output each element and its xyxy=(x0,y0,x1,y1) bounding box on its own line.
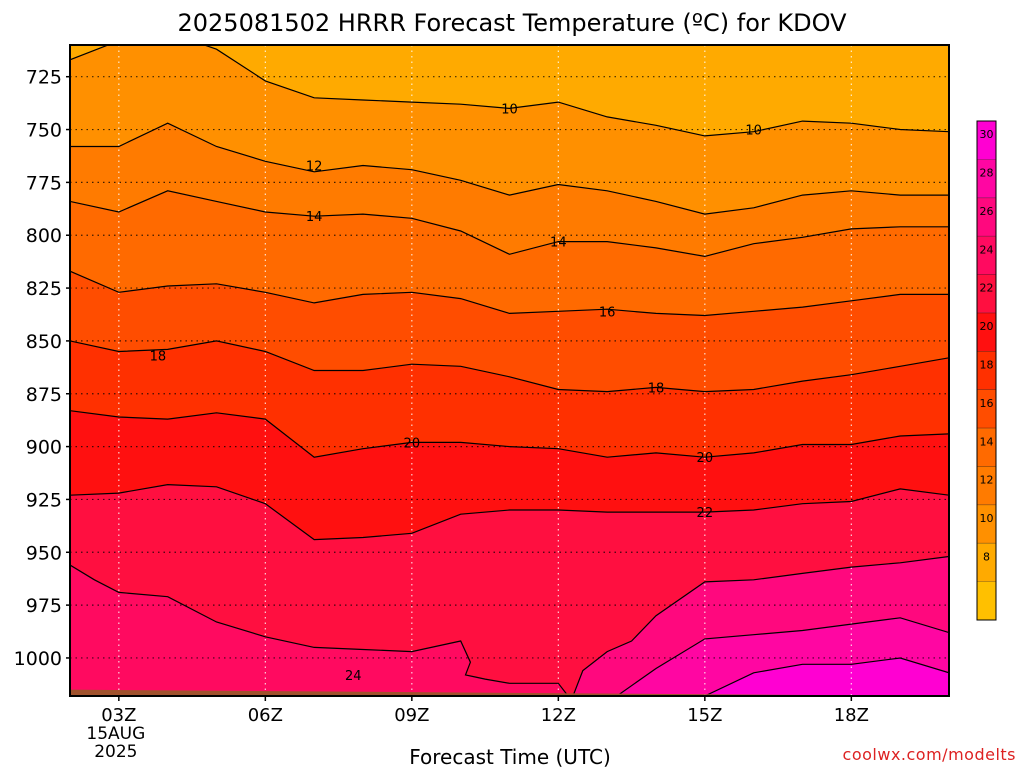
credit-text[interactable]: coolwx.com/modelts xyxy=(843,745,1016,764)
band-30-fill xyxy=(704,658,949,696)
colorbar-label-26: 26 xyxy=(980,205,994,218)
x-tick-label-12Z: 12Z xyxy=(541,705,576,726)
chart-title: 2025081502 HRRR Forecast Temperature (ºC… xyxy=(177,9,847,37)
colorbar-swatch-28 xyxy=(977,159,996,198)
colorbar-swatch-22 xyxy=(977,274,996,313)
ground-surface xyxy=(70,689,949,696)
contour-30 xyxy=(704,657,949,696)
y-tick-label-875: 875 xyxy=(26,384,62,406)
contour-16 xyxy=(70,270,949,317)
colorbar-label-18: 18 xyxy=(980,359,994,372)
contour-10 xyxy=(70,45,949,137)
y-tick-label-800: 800 xyxy=(26,225,62,247)
contour-label-12: 12 xyxy=(306,159,323,174)
contour-label-20: 20 xyxy=(404,436,421,451)
x-tick-label-18Z: 18Z xyxy=(834,705,869,726)
colorbar-label-8: 8 xyxy=(983,550,990,563)
contour-label-14: 14 xyxy=(306,210,323,225)
colorbar: 8 10 12 14 16 18 20 22 24 26 28 30 xyxy=(976,120,997,621)
contour-label-20: 20 xyxy=(697,451,714,466)
colorbar-swatch-16 xyxy=(977,389,996,429)
colorbar-label-28: 28 xyxy=(980,167,994,180)
y-tick-label-925: 925 xyxy=(26,489,62,511)
contour-label-22: 22 xyxy=(697,506,714,521)
plot-frame xyxy=(69,44,950,697)
colorbar-swatch-24 xyxy=(977,236,996,275)
contour-label-18: 18 xyxy=(150,350,167,365)
x-tick-sublabel-1: 2025 xyxy=(94,742,137,762)
colorbar-label-14: 14 xyxy=(980,435,994,448)
colorbar-swatch-20 xyxy=(977,312,996,352)
contour-label-18: 18 xyxy=(648,381,665,396)
contour-label-24: 24 xyxy=(345,669,362,684)
colorbar-swatch-18 xyxy=(977,351,996,390)
x-axis-label: Forecast Time (UTC) xyxy=(409,745,611,768)
colorbar-swatch-30 xyxy=(977,121,996,160)
colorbar-swatch-8 xyxy=(977,543,996,582)
colorbar-label-20: 20 xyxy=(980,320,994,333)
x-tick-label-06Z: 06Z xyxy=(248,705,283,726)
contour-label-10: 10 xyxy=(745,124,762,139)
x-tick-label-15Z: 15Z xyxy=(687,705,722,726)
y-tick-label-950: 950 xyxy=(26,542,62,564)
colorbar-label-16: 16 xyxy=(980,397,994,410)
colorbar-swatch-12 xyxy=(977,466,996,505)
contour-20 xyxy=(70,410,949,458)
contour-label-10: 10 xyxy=(501,102,518,117)
colorbar-swatch-6 xyxy=(977,581,996,620)
colorbar-frame xyxy=(976,120,997,621)
y-tick-label-775: 775 xyxy=(26,172,62,194)
band-24-fill xyxy=(70,565,569,696)
x-tick-label-03Z: 03Z xyxy=(101,705,136,726)
contour-14 xyxy=(70,190,949,258)
y-tick-label-1000: 1000 xyxy=(14,648,62,670)
colorbar-label-30: 30 xyxy=(980,128,994,141)
colorbar-swatch-10 xyxy=(977,504,996,544)
contour-24 xyxy=(70,564,569,696)
y-tick-label-900: 900 xyxy=(26,437,62,459)
contour-22 xyxy=(70,483,949,541)
y-tick-label-825: 825 xyxy=(26,278,62,300)
contour-28 xyxy=(616,617,949,696)
contour-label-14: 14 xyxy=(550,236,567,251)
y-tick-label-750: 750 xyxy=(26,120,62,142)
contour-18 xyxy=(70,340,949,393)
colorbar-label-22: 22 xyxy=(980,282,994,295)
x-tick-label-09Z: 09Z xyxy=(394,705,429,726)
colorbar-swatch-14 xyxy=(977,428,996,467)
colorbar-label-24: 24 xyxy=(980,243,994,256)
contour-label-16: 16 xyxy=(599,305,616,320)
y-tick-label-725: 725 xyxy=(26,67,62,89)
colorbar-swatch-26 xyxy=(977,197,996,237)
contour-12 xyxy=(70,122,949,215)
y-tick-label-975: 975 xyxy=(26,595,62,617)
x-tick-sublabel-0: 15AUG xyxy=(86,724,145,744)
colorbar-label-12: 12 xyxy=(980,474,994,487)
colorbar-label-10: 10 xyxy=(980,512,994,525)
contour-26 xyxy=(572,555,949,696)
y-tick-label-850: 850 xyxy=(26,331,62,353)
